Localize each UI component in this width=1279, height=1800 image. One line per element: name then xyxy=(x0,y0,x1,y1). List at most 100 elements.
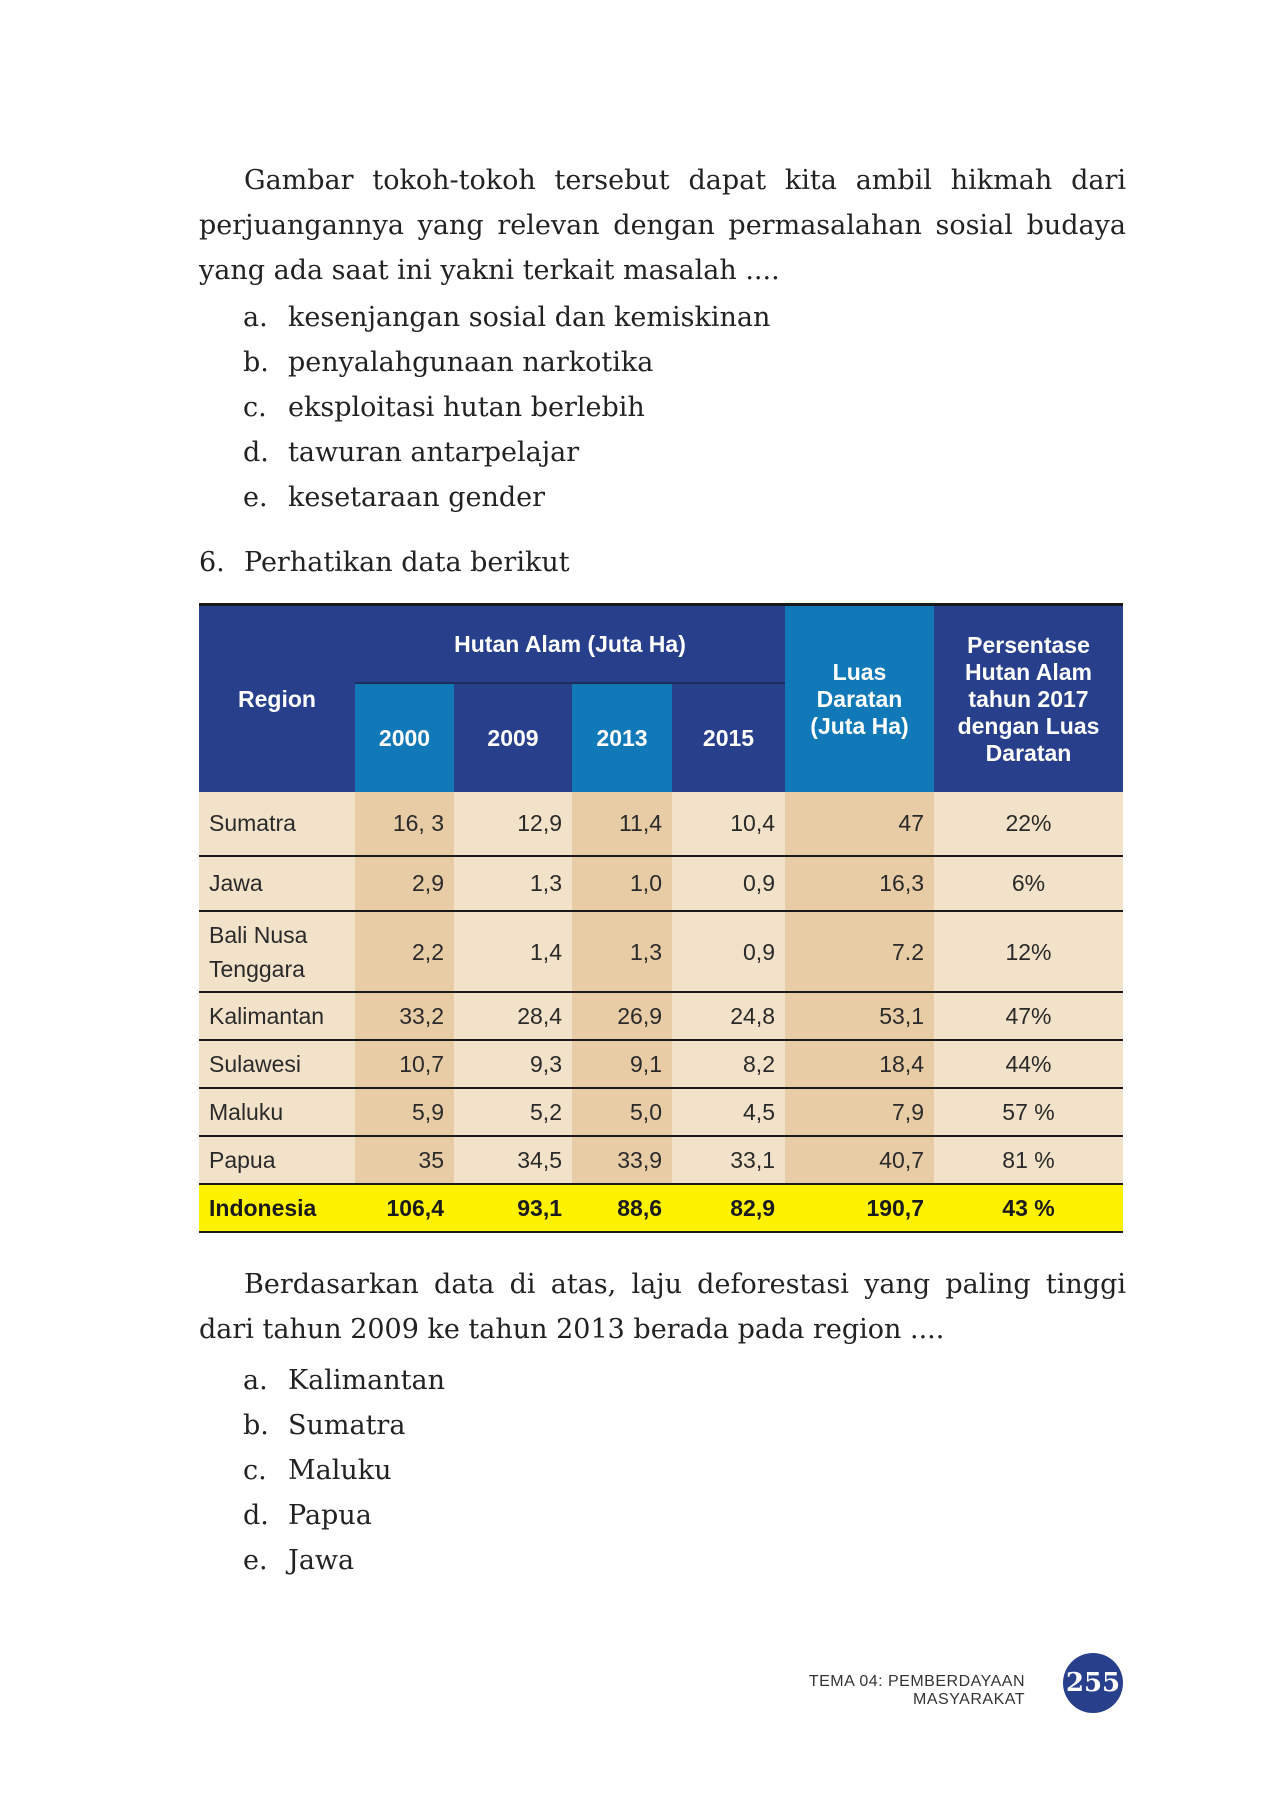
cell-luas: 7.2 xyxy=(785,911,934,993)
header-persentase: Persentase Hutan Alam tahun 2017 dengan … xyxy=(934,604,1123,792)
cell-2015: 8,2 xyxy=(672,1040,785,1089)
list-item: b. Sumatra xyxy=(243,1403,445,1448)
cell-2013: 5,0 xyxy=(572,1088,672,1137)
cell-pct: 12% xyxy=(934,911,1123,993)
option-text: Maluku xyxy=(288,1455,392,1486)
cell-pct: 44% xyxy=(934,1040,1123,1089)
cell-2015: 0,9 xyxy=(672,911,785,993)
table-row: Kalimantan 33,2 28,4 26,9 24,8 53,1 47% xyxy=(199,992,1123,1041)
cell-2015: 4,5 xyxy=(672,1088,785,1137)
option-text: eksploitasi hutan berlebih xyxy=(288,392,645,423)
cell-pct: 6% xyxy=(934,856,1123,912)
cell-region: Kalimantan xyxy=(199,992,355,1041)
option-text: kesenjangan sosial dan kemiskinan xyxy=(288,302,771,333)
list-item: c. eksploitasi hutan berlebih xyxy=(243,385,770,430)
cell-2000: 35 xyxy=(355,1136,454,1185)
list-item: d. tawuran antarpelajar xyxy=(243,430,770,475)
cell-region: Sulawesi xyxy=(199,1040,355,1089)
cell-pct: 22% xyxy=(934,792,1123,857)
cell-pct: 81 % xyxy=(934,1136,1123,1185)
question-prompt-text: Perhatikan data berikut xyxy=(244,547,570,578)
cell-2009: 5,2 xyxy=(454,1088,572,1137)
list-item: a. Kalimantan xyxy=(243,1358,445,1403)
cell-2009: 9,3 xyxy=(454,1040,572,1089)
cell-luas: 18,4 xyxy=(785,1040,934,1089)
cell-2013: 1,0 xyxy=(572,856,672,912)
list-item: a. kesenjangan sosial dan kemiskinan xyxy=(243,295,770,340)
cell-2009: 12,9 xyxy=(454,792,572,857)
option-letter: a. xyxy=(243,1365,268,1396)
option-text: Jawa xyxy=(288,1545,355,1576)
cell-region: Sumatra xyxy=(199,792,355,857)
header-luas-daratan: Luas Daratan (Juta Ha) xyxy=(785,604,934,792)
list-item: e. Jawa xyxy=(243,1538,445,1583)
table-row: Sulawesi 10,7 9,3 9,1 8,2 18,4 44% xyxy=(199,1040,1123,1089)
cell-2013: 9,1 xyxy=(572,1040,672,1089)
forest-data-table: Region Hutan Alam (Juta Ha) Luas Daratan… xyxy=(199,603,1123,1233)
cell-region: Jawa xyxy=(199,856,355,912)
intro-paragraph-text: Gambar tokoh-tokoh tersebut dapat kita a… xyxy=(199,165,1126,286)
option-letter: c. xyxy=(243,392,267,423)
cell-2013: 88,6 xyxy=(572,1184,672,1233)
cell-pct: 43 % xyxy=(934,1184,1123,1233)
option-text: penyalahgunaan narkotika xyxy=(288,347,654,378)
cell-luas: 190,7 xyxy=(785,1184,934,1233)
cell-2009: 34,5 xyxy=(454,1136,572,1185)
list-item: b. penyalahgunaan narkotika xyxy=(243,340,770,385)
option-letter: b. xyxy=(243,347,269,378)
footer-theme-label: TEMA 04: PEMBERDAYAAN MASYARAKAT xyxy=(808,1673,1025,1708)
cell-2009: 28,4 xyxy=(454,992,572,1041)
followup-paragraph: Berdasarkan data di atas, laju deforesta… xyxy=(199,1262,1126,1352)
cell-2000: 33,2 xyxy=(355,992,454,1041)
cell-2015: 24,8 xyxy=(672,992,785,1041)
cell-luas: 53,1 xyxy=(785,992,934,1041)
cell-pct: 57 % xyxy=(934,1088,1123,1137)
header-year-2013: 2013 xyxy=(572,683,672,792)
cell-2000: 2,2 xyxy=(355,911,454,993)
cell-2000: 16, 3 xyxy=(355,792,454,857)
option-text: Kalimantan xyxy=(288,1365,445,1396)
cell-2009: 1,3 xyxy=(454,856,572,912)
cell-region: Indonesia xyxy=(199,1184,355,1233)
question-number: 6. xyxy=(199,547,225,578)
table-row: Bali Nusa Tenggara 2,2 1,4 1,3 0,9 7.2 1… xyxy=(199,911,1123,993)
option-letter: e. xyxy=(243,482,268,513)
question-6-prompt: 6. Perhatikan data berikut xyxy=(199,540,570,585)
option-text: Sumatra xyxy=(288,1410,406,1441)
cell-2015: 82,9 xyxy=(672,1184,785,1233)
header-year-2009: 2009 xyxy=(454,683,572,792)
option-text: tawuran antarpelajar xyxy=(288,437,580,468)
cell-2015: 10,4 xyxy=(672,792,785,857)
cell-region: Bali Nusa Tenggara xyxy=(199,911,355,993)
cell-luas: 16,3 xyxy=(785,856,934,912)
cell-2013: 1,3 xyxy=(572,911,672,993)
option-letter: a. xyxy=(243,302,268,333)
followup-options-list: a. Kalimantan b. Sumatra c. Maluku d. Papua … xyxy=(243,1358,445,1583)
table-row: Papua 35 34,5 33,9 33,1 40,7 81 % xyxy=(199,1136,1123,1185)
list-item: c. Maluku xyxy=(243,1448,445,1493)
cell-2009: 93,1 xyxy=(454,1184,572,1233)
page-number-badge: 255 xyxy=(1063,1653,1123,1713)
cell-luas: 7,9 xyxy=(785,1088,934,1137)
table-row: Jawa 2,9 1,3 1,0 0,9 16,3 6% xyxy=(199,856,1123,912)
option-letter: b. xyxy=(243,1410,269,1441)
cell-2013: 26,9 xyxy=(572,992,672,1041)
list-item: e. kesetaraan gender xyxy=(243,475,770,520)
intro-options-list: a. kesenjangan sosial dan kemiskinan b. pe… xyxy=(243,295,770,520)
followup-paragraph-text: Berdasarkan data di atas, laju deforesta… xyxy=(199,1269,1126,1345)
cell-region: Maluku xyxy=(199,1088,355,1137)
list-item: d. Papua xyxy=(243,1493,445,1538)
option-letter: e. xyxy=(243,1545,268,1576)
cell-2013: 33,9 xyxy=(572,1136,672,1185)
cell-region: Papua xyxy=(199,1136,355,1185)
cell-luas: 47 xyxy=(785,792,934,857)
cell-2000: 10,7 xyxy=(355,1040,454,1089)
cell-2000: 5,9 xyxy=(355,1088,454,1137)
option-text: kesetaraan gender xyxy=(288,482,546,513)
option-letter: c. xyxy=(243,1455,267,1486)
cell-2000: 2,9 xyxy=(355,856,454,912)
option-letter: d. xyxy=(243,1500,269,1531)
cell-luas: 40,7 xyxy=(785,1136,934,1185)
cell-2013: 11,4 xyxy=(572,792,672,857)
